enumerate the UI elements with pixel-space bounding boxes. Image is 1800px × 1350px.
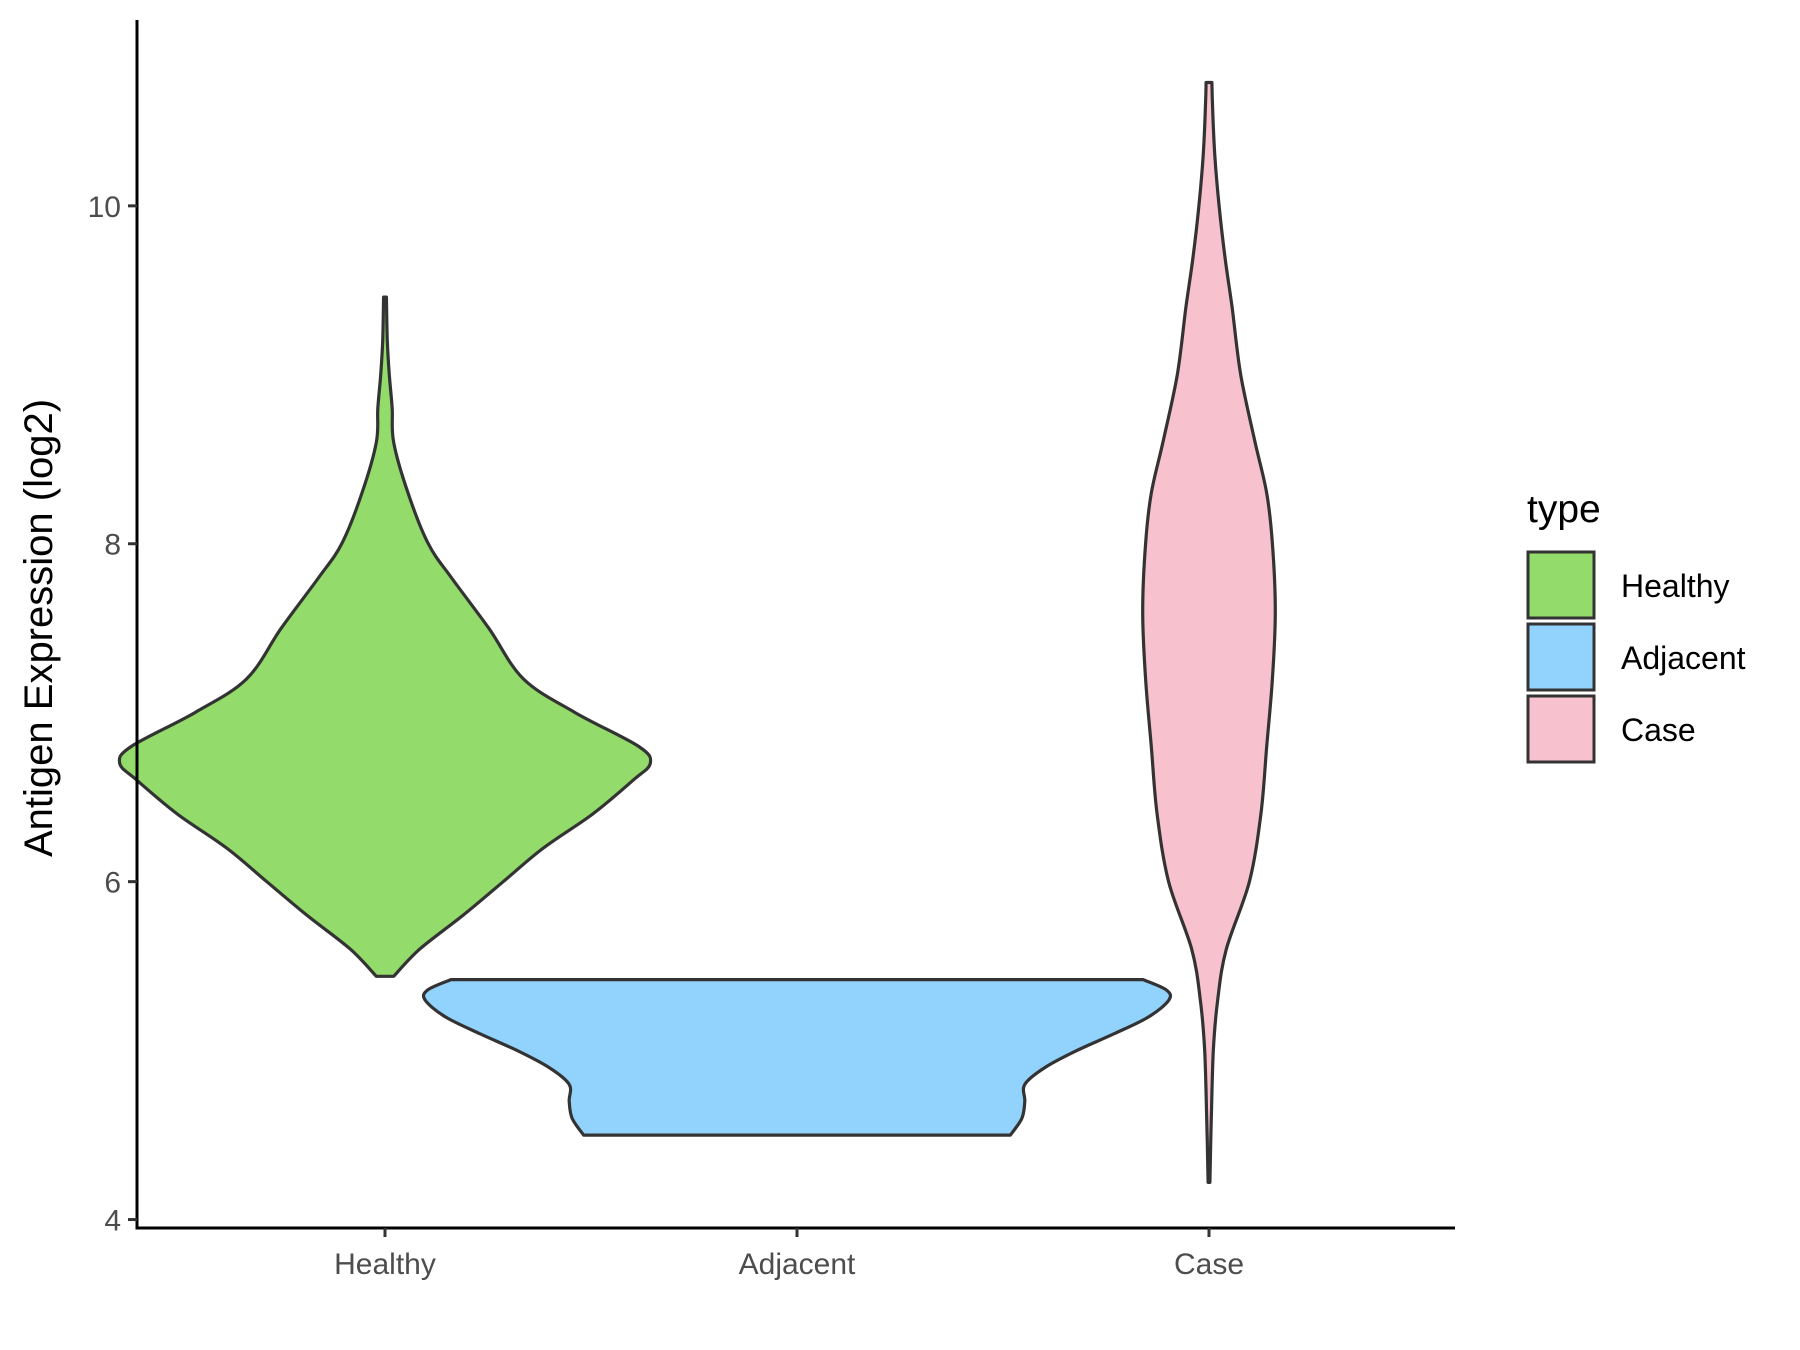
- violin-case: [1141, 80, 1277, 1184]
- legend-swatch-healthy: [1526, 550, 1596, 620]
- x-tick-label: Case: [1174, 1248, 1244, 1281]
- legend-label-adjacent: Adjacent: [1621, 640, 1746, 676]
- legend-swatch-case: [1526, 694, 1596, 764]
- legend-label-case: Case: [1621, 712, 1696, 748]
- y-axis-ticks: 4 6 8 10: [88, 191, 137, 1238]
- x-tick-label: Healthy: [334, 1248, 436, 1281]
- legend-entries: Healthy Adjacent Case: [1526, 550, 1746, 764]
- legend-title: type: [1527, 488, 1601, 531]
- x-tick-label: Adjacent: [739, 1248, 856, 1281]
- legend-swatch-adjacent: [1526, 622, 1596, 692]
- y-tick-label: 4: [104, 1205, 121, 1238]
- y-axis-title: Antigen Expression (log2): [17, 399, 61, 857]
- violin-layer: [117, 80, 1277, 1184]
- legend: type Healthy Adjacent Case: [1526, 488, 1746, 764]
- violin-adjacent: [421, 978, 1173, 1137]
- violin-healthy: [117, 295, 653, 978]
- y-tick-label: 8: [104, 529, 121, 562]
- x-axis-ticks: Healthy Adjacent Case: [334, 1228, 1244, 1281]
- legend-label-healthy: Healthy: [1621, 568, 1730, 604]
- y-tick-label: 10: [88, 191, 121, 224]
- y-tick-label: 6: [104, 867, 121, 900]
